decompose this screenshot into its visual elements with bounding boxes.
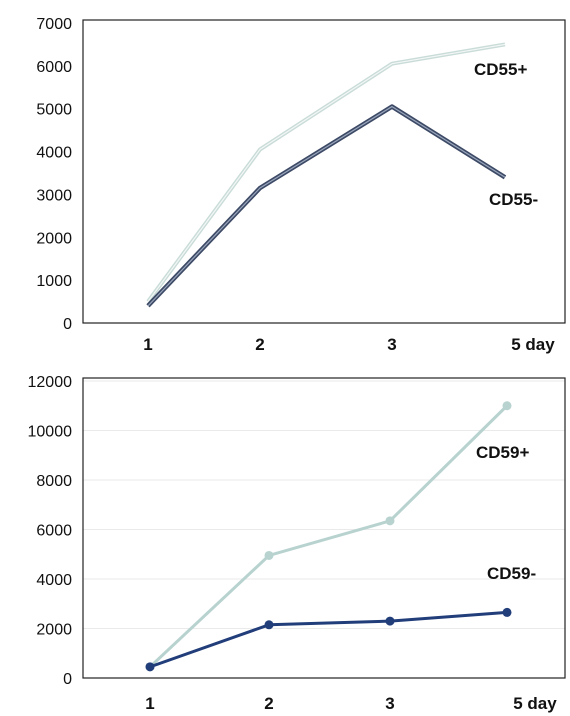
series-line-outline xyxy=(146,42,506,303)
data-point xyxy=(385,516,395,526)
data-point xyxy=(385,616,395,626)
y-tick-label: 12000 xyxy=(28,374,73,391)
y-tick-label: 0 xyxy=(63,316,72,333)
series-label: CD55+ xyxy=(474,60,527,79)
y-tick-label: 7000 xyxy=(36,16,72,33)
y-tick-label: 4000 xyxy=(36,145,72,162)
data-point xyxy=(145,662,155,672)
series-label: CD59+ xyxy=(476,443,529,462)
data-point xyxy=(264,550,274,560)
x-tick-label: 2 xyxy=(255,335,264,354)
x-tick-label: 5 day xyxy=(513,694,557,713)
y-tick-label: 10000 xyxy=(28,424,73,441)
y-tick-label: 6000 xyxy=(36,523,72,540)
series-line xyxy=(148,404,509,668)
y-tick-label: 8000 xyxy=(36,473,72,490)
x-tick-label: 3 xyxy=(385,694,394,713)
y-tick-label: 1000 xyxy=(36,273,72,290)
chart-cd59: 0 2000 4000 6000 8000 10000 12000 1 2 3 5 day CD59+… xyxy=(28,374,566,713)
x-tick-label: 1 xyxy=(143,335,152,354)
series-line xyxy=(147,105,506,307)
y-tick-label: 2000 xyxy=(36,622,72,639)
x-tick-label: 5 day xyxy=(511,335,555,354)
data-point xyxy=(502,607,512,617)
plot-frame xyxy=(82,19,566,324)
x-tick-label: 1 xyxy=(145,694,154,713)
x-tick-label: 3 xyxy=(387,335,396,354)
y-tick-label: 2000 xyxy=(36,230,72,247)
y-tick-label: 4000 xyxy=(36,572,72,589)
series-line-outline xyxy=(146,104,507,308)
series-label: CD55- xyxy=(489,190,538,209)
series-label: CD59- xyxy=(487,564,536,583)
y-tick-label: 3000 xyxy=(36,187,72,204)
y-tick-label: 5000 xyxy=(36,102,72,119)
series-line xyxy=(147,43,506,302)
y-tick-label: 0 xyxy=(63,671,72,688)
data-point xyxy=(502,401,512,411)
series-line xyxy=(149,610,508,669)
chart-cd55: 0 1000 2000 3000 4000 5000 6000 7000 1 2 3 5 day CD5… xyxy=(36,16,566,354)
data-point xyxy=(264,620,274,630)
x-tick-label: 2 xyxy=(264,694,273,713)
y-tick-label: 6000 xyxy=(36,59,72,76)
plot-frame xyxy=(82,377,566,679)
